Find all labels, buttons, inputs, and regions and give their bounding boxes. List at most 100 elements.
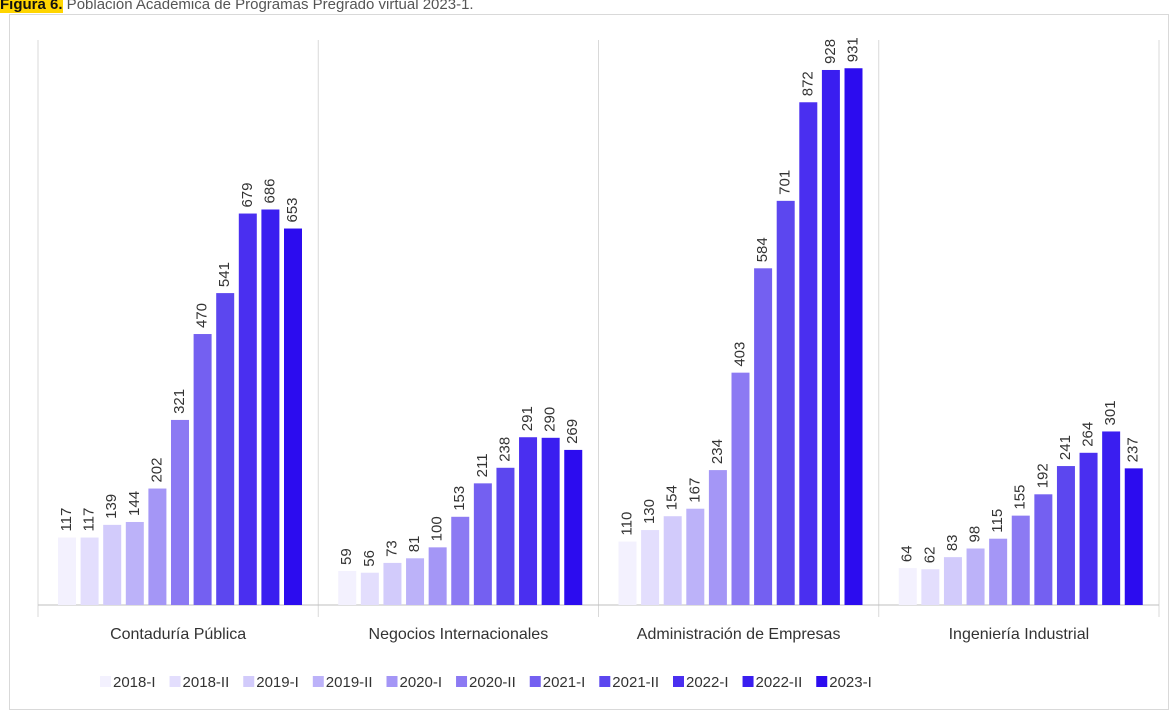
figure-label: Figura 6. <box>0 0 63 13</box>
legend-swatch <box>243 676 255 687</box>
figure-caption-text: Población Académica de Programas Pregrad… <box>62 0 474 13</box>
bar <box>1079 452 1098 605</box>
data-label: 653 <box>284 197 301 222</box>
data-label: 59 <box>338 548 355 565</box>
data-label: 155 <box>1012 485 1029 510</box>
bar <box>1124 468 1143 605</box>
data-label: 928 <box>822 39 839 64</box>
bar <box>360 572 379 605</box>
data-label: 115 <box>989 509 1006 533</box>
chart-frame <box>9 14 1169 710</box>
bar <box>406 558 425 605</box>
data-label: 192 <box>1034 463 1051 488</box>
data-label: 470 <box>194 303 211 328</box>
data-label: 211 <box>474 453 491 477</box>
data-label: 269 <box>564 419 581 444</box>
bar <box>754 268 773 605</box>
legend-label: 2020-II <box>469 674 516 691</box>
bar <box>261 209 280 605</box>
legend-swatch <box>529 676 541 687</box>
data-label: 144 <box>126 491 143 516</box>
bar <box>80 537 99 605</box>
bar <box>1056 466 1075 605</box>
bar <box>966 548 985 605</box>
legend-label: 2021-II <box>612 674 659 691</box>
bar <box>1011 515 1030 605</box>
bar <box>844 68 863 605</box>
legend-swatch <box>742 676 754 687</box>
bar <box>898 568 917 605</box>
bar <box>428 547 447 605</box>
data-label: 154 <box>664 485 681 510</box>
data-label: 98 <box>967 526 984 543</box>
data-label: 241 <box>1057 435 1074 460</box>
bar <box>1102 431 1121 605</box>
legend-label: 2019-I <box>256 674 299 691</box>
bar <box>1034 494 1053 605</box>
bar <box>193 334 212 605</box>
category-label: Negocios Internacionales <box>369 626 549 643</box>
legend-label: 2023-I <box>829 674 872 691</box>
data-label: 403 <box>732 342 749 367</box>
data-label: 584 <box>754 237 771 262</box>
data-label: 167 <box>686 478 703 503</box>
data-label: 238 <box>496 437 513 462</box>
bar <box>541 437 560 605</box>
data-label: 291 <box>519 406 536 431</box>
legend-label: 2018-I <box>113 674 156 691</box>
category-label: Administración de Empresas <box>637 626 841 643</box>
data-label: 290 <box>542 407 559 432</box>
legend-swatch <box>312 676 324 687</box>
bar <box>284 228 302 605</box>
data-label: 701 <box>777 170 794 195</box>
data-label: 679 <box>239 183 256 208</box>
data-label: 62 <box>921 547 938 564</box>
bar <box>125 521 144 605</box>
data-label: 130 <box>641 499 658 524</box>
data-label: 64 <box>899 545 916 562</box>
data-label: 73 <box>383 540 400 557</box>
data-label: 321 <box>171 389 188 414</box>
data-label: 541 <box>216 262 233 287</box>
bar <box>731 372 750 605</box>
legend-swatch <box>816 676 828 687</box>
bar <box>383 562 402 605</box>
data-label: 301 <box>1102 400 1119 425</box>
bar <box>171 419 189 605</box>
data-label: 56 <box>361 550 378 567</box>
legend-label: 2022-II <box>756 674 803 691</box>
legend-label: 2022-I <box>686 674 729 691</box>
bar <box>776 200 795 605</box>
bar <box>519 437 538 605</box>
legend-swatch <box>456 676 468 687</box>
bar <box>58 537 76 605</box>
bar <box>451 516 470 605</box>
bar <box>663 516 682 605</box>
legend-swatch <box>100 676 111 687</box>
bar <box>708 470 727 605</box>
data-label: 110 <box>619 512 636 536</box>
bar <box>686 508 705 605</box>
data-label: 153 <box>451 486 468 511</box>
bar <box>473 483 492 605</box>
bar <box>238 213 257 606</box>
legend-label: 2019-II <box>326 674 373 691</box>
category-label: Ingeniería Industrial <box>949 626 1090 643</box>
legend-label: 2021-I <box>543 674 586 691</box>
data-label: 81 <box>406 536 423 553</box>
data-label: 686 <box>261 178 278 203</box>
legend-label: 2018-II <box>183 674 230 691</box>
category-label: Contaduría Pública <box>110 626 246 643</box>
bar <box>618 541 637 605</box>
legend-label: 2020-I <box>400 674 443 691</box>
bar <box>148 488 167 605</box>
data-label: 83 <box>944 534 961 551</box>
data-label: 117 <box>81 508 98 532</box>
figure-caption: Figura 6. Población Académica de Program… <box>0 0 474 14</box>
bar <box>103 524 122 605</box>
data-label: 931 <box>845 37 862 62</box>
legend-swatch <box>673 676 684 687</box>
bar <box>943 557 962 605</box>
data-label: 872 <box>799 71 816 96</box>
